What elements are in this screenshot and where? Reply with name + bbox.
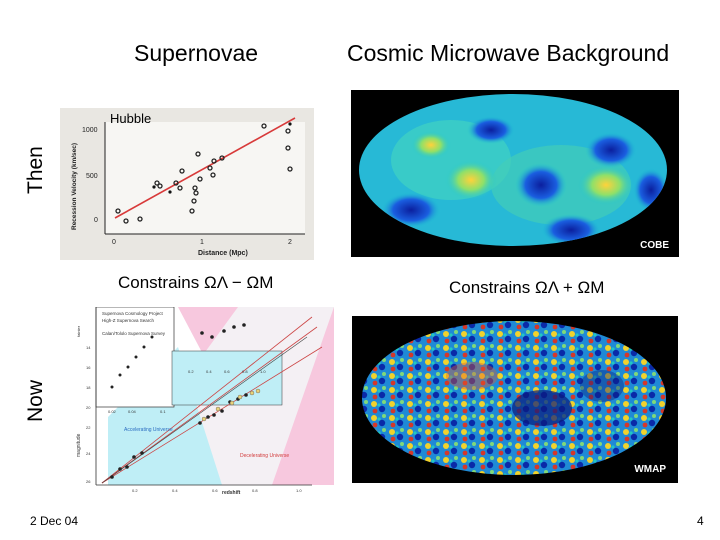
sn-y-axis-label: magnitude xyxy=(76,433,82,457)
sn-legend-1: Supernova Cosmology Project xyxy=(102,311,164,316)
wmap-label: WMAP xyxy=(634,464,666,475)
row-label-now: Now xyxy=(24,379,47,422)
sn-main-x-tick: 0.2 xyxy=(132,488,138,493)
sn-main-x-tick: 0.4 xyxy=(172,488,178,493)
cobe-mollweide xyxy=(359,94,667,246)
sn-main-x-tick: 0.6 xyxy=(212,488,218,493)
hubble-y-axis-label: Recession Velocity (km/sec) xyxy=(71,143,78,230)
sn-inset-x-tick: 0.8 xyxy=(242,369,248,374)
sn-x-axis-label: redshift xyxy=(222,490,241,495)
hubble-y-tick: 1000 xyxy=(82,127,98,134)
hubble-x-tick: 1 xyxy=(200,239,204,246)
hubble-x-axis-label: Distance (Mpc) xyxy=(198,250,248,257)
supernova-plot-svg: Supernova Cosmology Project High-Z Super… xyxy=(76,307,334,495)
sn-inset-x-tick: 0.4 xyxy=(206,369,212,374)
sn-accelerating: Accelerating Universe xyxy=(124,427,173,433)
sn-y-tick: 22 xyxy=(86,425,91,430)
sn-y-tick: 20 xyxy=(86,405,91,410)
row-label-then: Then xyxy=(24,146,47,194)
cobe-label: COBE xyxy=(640,240,669,251)
caption-supernovae: Constrains ΩΛ − ΩM xyxy=(118,273,274,292)
footer-date: 2 Dec 04 xyxy=(30,514,79,528)
sn-legend-2: High-Z Supernova Search xyxy=(102,318,155,323)
title-supernovae: Supernovae xyxy=(134,40,259,66)
hubble-x-tick: 0 xyxy=(112,239,116,246)
sn-y-tick: 14 xyxy=(86,345,91,350)
sn-inset-x-tick: 0.2 xyxy=(188,369,194,374)
sn-y-tick: 16 xyxy=(86,365,91,370)
hubble-plot: 1000 500 0 0 1 2 Distance (Mpc) Recessio… xyxy=(60,108,314,260)
sn-left-inset-tick: 0.02 xyxy=(108,409,117,414)
sn-inset-x-tick: 0.6 xyxy=(224,369,230,374)
sn-left-inset-tick: 0.04 xyxy=(128,409,137,414)
sn-inset-x-tick: 1.0 xyxy=(260,369,266,374)
wmap-map: WMAP xyxy=(352,316,678,483)
hubble-x-tick: 2 xyxy=(288,239,292,246)
sn-main-x-tick: 1.0 xyxy=(296,488,302,493)
cobe-map: COBE xyxy=(351,90,679,257)
hubble-label: Hubble xyxy=(110,111,152,126)
sn-y-tick: 18 xyxy=(86,385,91,390)
hubble-y-tick: 500 xyxy=(86,173,98,180)
caption-cmb: Constrains ΩΛ + ΩM xyxy=(449,278,605,297)
sn-y-tick: 24 xyxy=(86,451,91,456)
wmap-mollweide xyxy=(362,321,666,475)
sn-y-tick: 26 xyxy=(86,479,91,484)
sn-main-x-tick: 0.8 xyxy=(252,488,258,493)
page-number: 4 xyxy=(697,514,704,528)
hubble-y-tick: 0 xyxy=(94,217,98,224)
supernova-plot: Supernova Cosmology Project High-Z Super… xyxy=(72,307,334,495)
sn-y-label-top: fainter xyxy=(76,325,81,337)
title-cmb: Cosmic Microwave Background xyxy=(347,40,670,66)
hubble-diagram: 1000 500 0 0 1 2 Distance (Mpc) Recessio… xyxy=(60,108,314,260)
sn-left-inset-tick: 0.1 xyxy=(160,409,166,414)
sn-decelerating: Decelerating Universe xyxy=(240,453,289,459)
sn-legend-3: Calan/Tololo Supernova Survey xyxy=(102,331,166,336)
